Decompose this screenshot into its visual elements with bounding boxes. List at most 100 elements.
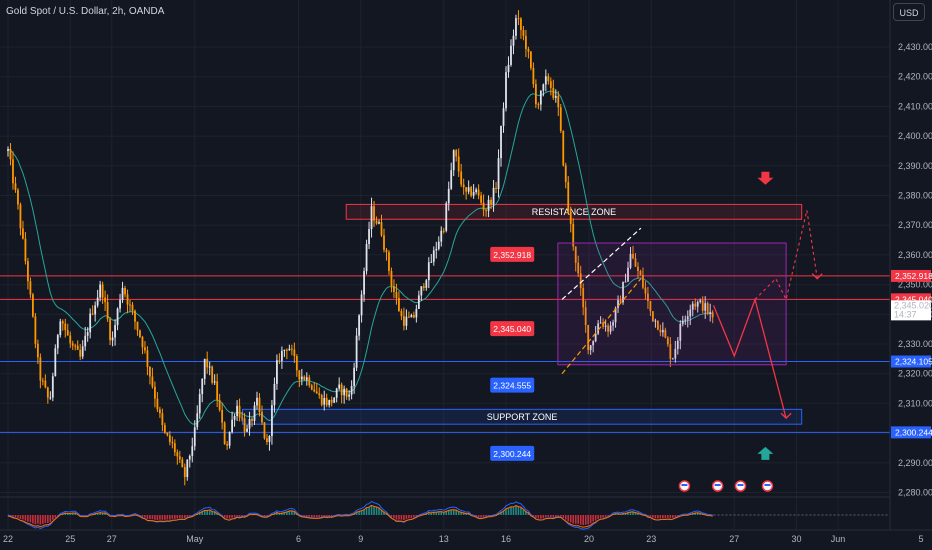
- candle[interactable]: [146, 346, 149, 376]
- candle[interactable]: [644, 281, 647, 300]
- candle[interactable]: [228, 431, 231, 449]
- candle[interactable]: [198, 388, 201, 419]
- candle[interactable]: [248, 411, 251, 436]
- candle[interactable]: [343, 385, 346, 404]
- candle[interactable]: [532, 62, 535, 88]
- candle[interactable]: [350, 380, 353, 400]
- candle[interactable]: [597, 320, 600, 336]
- candle[interactable]: [609, 321, 612, 335]
- candle[interactable]: [263, 421, 266, 440]
- candle[interactable]: [599, 316, 602, 324]
- candle[interactable]: [572, 218, 575, 251]
- projection-down-path[interactable]: [712, 297, 787, 419]
- candle[interactable]: [166, 432, 169, 437]
- channel-upper-line[interactable]: [561, 227, 642, 300]
- candle[interactable]: [711, 310, 714, 324]
- candle[interactable]: [318, 387, 321, 399]
- candle[interactable]: [243, 413, 246, 437]
- candle[interactable]: [288, 344, 291, 351]
- candle[interactable]: [557, 91, 560, 116]
- candle[interactable]: [345, 387, 348, 400]
- candle[interactable]: [348, 390, 351, 401]
- candle[interactable]: [268, 435, 271, 451]
- candle[interactable]: [432, 246, 435, 266]
- candle[interactable]: [298, 370, 301, 387]
- candle[interactable]: [647, 286, 649, 309]
- candle[interactable]: [238, 398, 241, 422]
- candle[interactable]: [124, 285, 126, 298]
- symbol-title[interactable]: Gold Spot / U.S. Dollar, 2h, OANDA: [6, 6, 165, 17]
- candle[interactable]: [472, 184, 475, 199]
- candle[interactable]: [490, 197, 492, 209]
- candle[interactable]: [684, 315, 687, 325]
- candle[interactable]: [266, 433, 268, 445]
- candle[interactable]: [308, 374, 311, 388]
- candle[interactable]: [56, 333, 59, 355]
- candle[interactable]: [542, 83, 545, 97]
- candle[interactable]: [375, 216, 378, 225]
- candle[interactable]: [385, 247, 388, 261]
- candle[interactable]: [637, 262, 639, 279]
- candle[interactable]: [14, 176, 17, 193]
- candle[interactable]: [497, 149, 500, 198]
- candle[interactable]: [119, 293, 121, 313]
- candle[interactable]: [457, 148, 460, 178]
- candle[interactable]: [71, 340, 74, 350]
- candle[interactable]: [330, 396, 333, 407]
- candle[interactable]: [353, 362, 356, 394]
- candle[interactable]: [293, 342, 296, 364]
- candle[interactable]: [512, 29, 515, 55]
- candle[interactable]: [666, 336, 669, 347]
- candle[interactable]: [46, 386, 49, 404]
- candle[interactable]: [447, 181, 450, 211]
- candle[interactable]: [659, 324, 662, 337]
- candle[interactable]: [91, 305, 94, 316]
- candle[interactable]: [193, 420, 196, 451]
- candle[interactable]: [388, 250, 390, 275]
- candle[interactable]: [559, 104, 562, 134]
- candle[interactable]: [455, 149, 458, 162]
- range-box[interactable]: [557, 242, 787, 366]
- candle[interactable]: [49, 391, 52, 400]
- candle[interactable]: [452, 149, 455, 177]
- candle[interactable]: [141, 335, 144, 355]
- candle[interactable]: [86, 327, 89, 342]
- candle[interactable]: [173, 439, 176, 457]
- candle[interactable]: [208, 361, 211, 376]
- candle[interactable]: [109, 316, 111, 346]
- candle[interactable]: [41, 377, 44, 386]
- candle[interactable]: [380, 214, 383, 237]
- candle[interactable]: [709, 303, 712, 322]
- candle[interactable]: [579, 265, 582, 296]
- candle[interactable]: [335, 387, 338, 403]
- candle[interactable]: [525, 29, 527, 58]
- candle[interactable]: [213, 374, 216, 385]
- candle[interactable]: [66, 323, 69, 336]
- economic-event-icon[interactable]: [711, 480, 724, 492]
- candle[interactable]: [619, 295, 622, 303]
- candle[interactable]: [139, 329, 141, 339]
- candle[interactable]: [241, 411, 243, 422]
- candle[interactable]: [258, 393, 261, 417]
- candle[interactable]: [480, 191, 482, 206]
- candle[interactable]: [251, 417, 253, 427]
- candle[interactable]: [206, 351, 209, 374]
- candle[interactable]: [617, 295, 619, 313]
- candle[interactable]: [574, 246, 577, 272]
- candle[interactable]: [158, 406, 161, 418]
- projection-up-path[interactable]: [754, 210, 818, 302]
- candle[interactable]: [674, 340, 677, 363]
- candle[interactable]: [582, 283, 585, 316]
- candle[interactable]: [236, 400, 238, 422]
- candle[interactable]: [355, 327, 358, 371]
- candle[interactable]: [285, 348, 288, 360]
- candle[interactable]: [17, 188, 19, 210]
- trend-drawings[interactable]: [557, 171, 823, 492]
- candle[interactable]: [168, 431, 171, 446]
- candle[interactable]: [233, 413, 236, 427]
- candle[interactable]: [186, 459, 189, 481]
- economic-event-icon[interactable]: [734, 480, 747, 492]
- candle[interactable]: [295, 354, 298, 377]
- candle[interactable]: [34, 313, 37, 349]
